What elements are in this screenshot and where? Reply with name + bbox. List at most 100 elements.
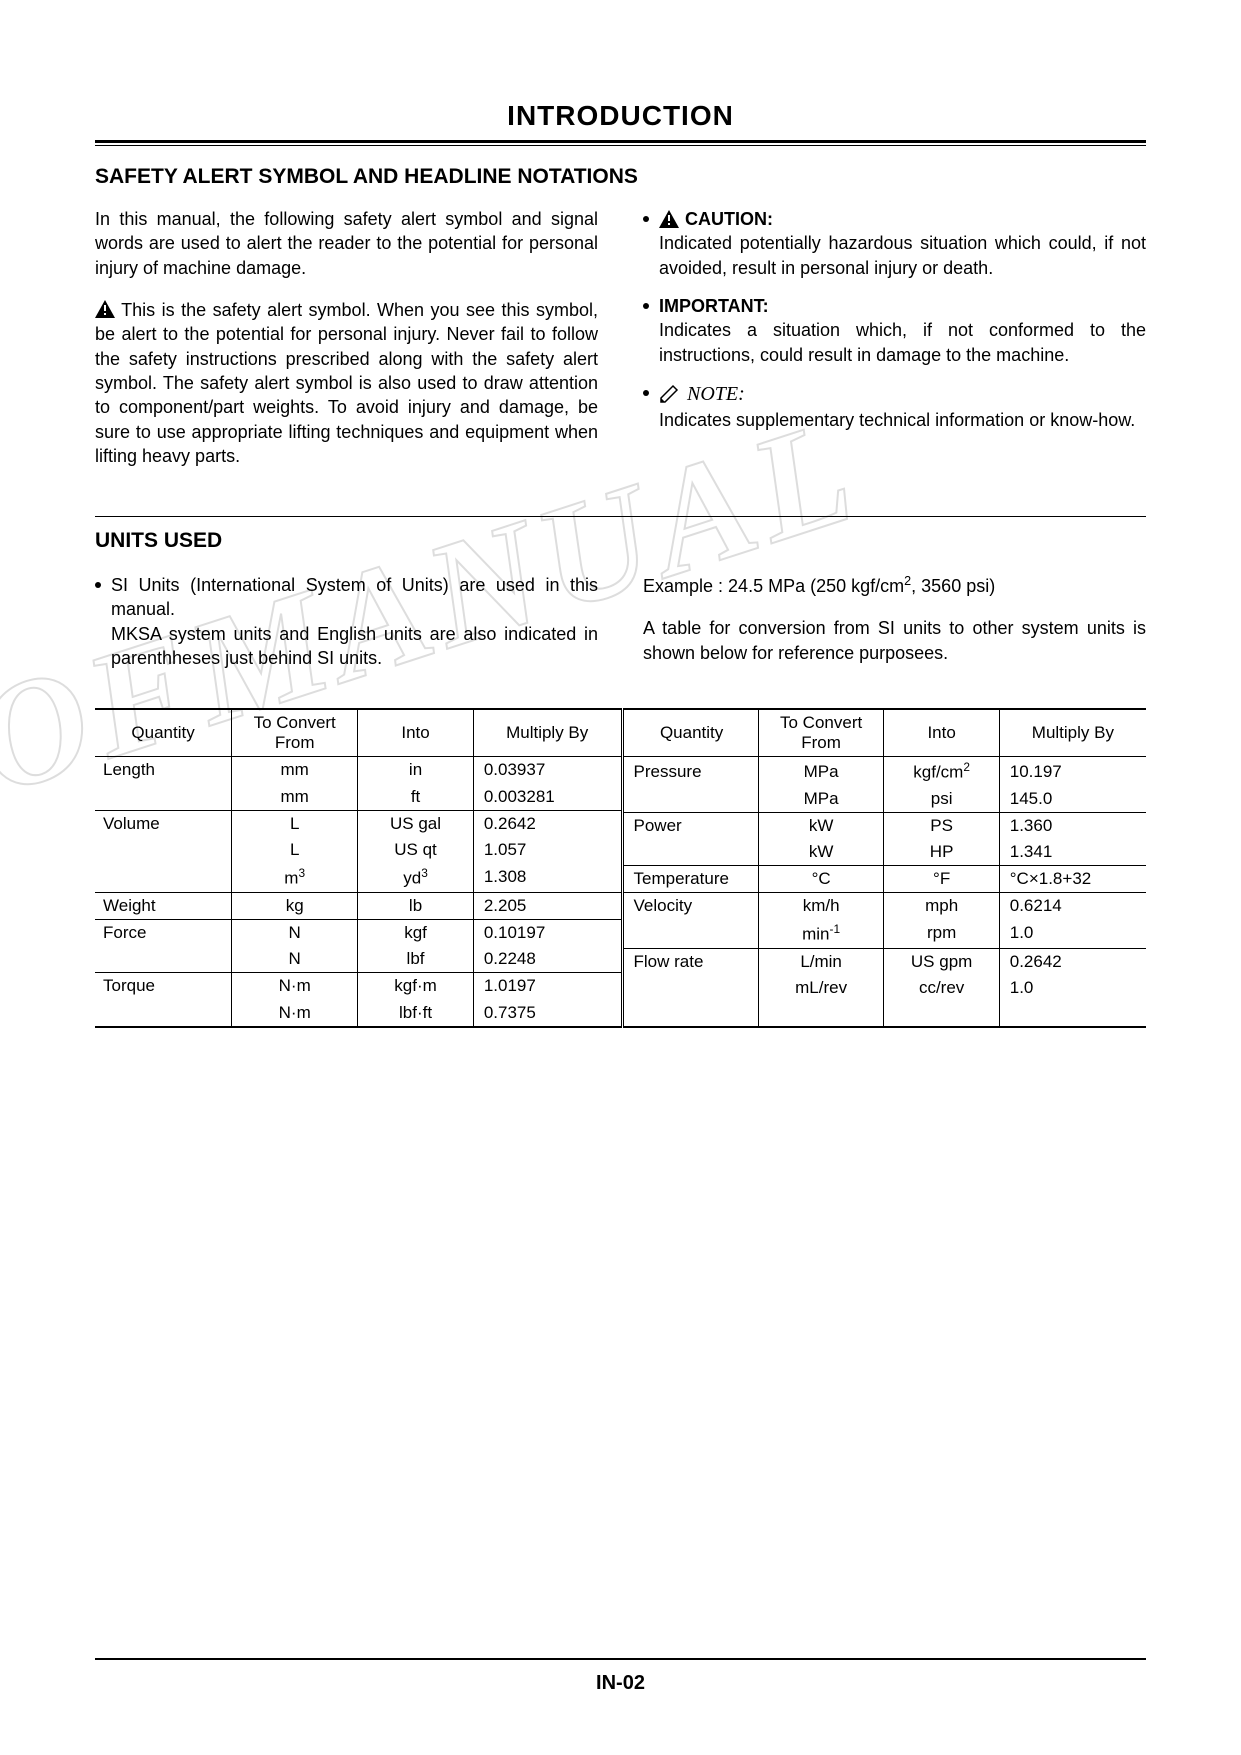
cell-from: N·m xyxy=(232,999,358,1026)
cell-into: in xyxy=(358,757,474,784)
table-row: N·mlbf·ft0.7375 xyxy=(95,999,621,1026)
safety-heading: SAFETY ALERT SYMBOL AND HEADLINE NOTATIO… xyxy=(95,164,1146,189)
conversion-table-wrap: Quantity To Convert From Into Multiply B… xyxy=(95,708,1146,1027)
cell-into: yd3 xyxy=(358,863,474,892)
cell-into: lbf·ft xyxy=(358,999,474,1026)
bullet-icon xyxy=(643,390,649,396)
cell-into: US gpm xyxy=(884,948,999,975)
page-number: IN-02 xyxy=(0,1672,1241,1695)
th-into: Into xyxy=(884,709,999,757)
cell-multiply: 0.6214 xyxy=(999,893,1146,920)
caution-text: Indicated potentially hazardous situatio… xyxy=(659,231,1146,280)
table-row: m3yd31.308 xyxy=(95,863,621,892)
example-value: 24.5 MPa (250 kgf/cm xyxy=(728,576,904,596)
note-label: NOTE: xyxy=(687,381,745,408)
units-heading: UNITS USED xyxy=(95,529,1146,553)
cell-quantity: Length xyxy=(95,757,232,784)
cell-from: kW xyxy=(758,839,884,866)
important-item: IMPORTANT: Indicates a situation which, … xyxy=(643,294,1146,367)
th-quantity: Quantity xyxy=(622,709,758,757)
cell-into xyxy=(884,1001,999,1027)
table-row: Lengthmmin0.03937 xyxy=(95,757,621,784)
table-row: PowerkWPS1.360 xyxy=(622,813,1146,840)
safety-alert-para: This is the safety alert symbol. When yo… xyxy=(95,298,598,468)
bullet-icon xyxy=(643,216,649,222)
table-row xyxy=(622,1001,1146,1027)
example-tail: , 3560 psi) xyxy=(911,576,995,596)
cell-multiply: 0.003281 xyxy=(473,784,620,811)
conversion-table-left: Quantity To Convert From Into Multiply B… xyxy=(95,708,621,1027)
table-row: VolumeLUS gal0.2642 xyxy=(95,810,621,837)
cell-multiply: °C×1.8+32 xyxy=(999,866,1146,893)
cell-multiply: 1.057 xyxy=(473,837,620,863)
cell-multiply: 10.197 xyxy=(999,757,1146,786)
cell-multiply: 145.0 xyxy=(999,786,1146,813)
safety-intro: In this manual, the following safety ale… xyxy=(95,207,598,280)
cell-from: mL/rev xyxy=(758,975,884,1001)
table-row: mL/revcc/rev1.0 xyxy=(622,975,1146,1001)
bullet-icon xyxy=(643,303,649,309)
cell-from: MPa xyxy=(758,786,884,813)
cell-multiply: 0.03937 xyxy=(473,757,620,784)
cell-from: L xyxy=(232,810,358,837)
cell-from: N xyxy=(232,946,358,973)
table-row: mmft0.003281 xyxy=(95,784,621,811)
cell-quantity: Weight xyxy=(95,892,232,919)
cell-into: psi xyxy=(884,786,999,813)
cell-from: °C xyxy=(758,866,884,893)
note-text: Indicates supplementary technical inform… xyxy=(659,408,1146,432)
table-row: Nlbf0.2248 xyxy=(95,946,621,973)
cell-from: mm xyxy=(232,757,358,784)
th-from: To Convert From xyxy=(232,709,358,757)
cell-from: N xyxy=(232,919,358,946)
cell-into: US gal xyxy=(358,810,474,837)
cell-quantity: Torque xyxy=(95,973,232,1000)
th-multiply: Multiply By xyxy=(473,709,620,757)
th-from: To Convert From xyxy=(758,709,884,757)
cell-quantity: Volume xyxy=(95,810,232,837)
cell-multiply: 1.308 xyxy=(473,863,620,892)
table-row: Temperature°C°F°C×1.8+32 xyxy=(622,866,1146,893)
table-row: Weightkglb2.205 xyxy=(95,892,621,919)
cell-multiply: 1.341 xyxy=(999,839,1146,866)
units-bullet1: SI Units (International System of Units)… xyxy=(111,575,598,619)
cell-multiply: 0.2642 xyxy=(999,948,1146,975)
cell-multiply: 1.360 xyxy=(999,813,1146,840)
table-row: Velocitykm/hmph0.6214 xyxy=(622,893,1146,920)
cell-multiply: 0.10197 xyxy=(473,919,620,946)
cell-multiply: 0.2642 xyxy=(473,810,620,837)
important-label: IMPORTANT: xyxy=(659,294,769,318)
cell-quantity: Force xyxy=(95,919,232,946)
cell-from: L xyxy=(232,837,358,863)
cell-from: min-1 xyxy=(758,919,884,948)
cell-quantity: Temperature xyxy=(622,866,758,893)
cell-into: ft xyxy=(358,784,474,811)
cell-multiply: 0.2248 xyxy=(473,946,620,973)
table-row: min-1rpm1.0 xyxy=(622,919,1146,948)
cell-into: US qt xyxy=(358,837,474,863)
cell-quantity xyxy=(95,946,232,973)
th-multiply: Multiply By xyxy=(999,709,1146,757)
cell-from: MPa xyxy=(758,757,884,786)
cell-into: kgf xyxy=(358,919,474,946)
units-bullet: SI Units (International System of Units)… xyxy=(95,573,598,670)
cell-into: PS xyxy=(884,813,999,840)
cell-quantity xyxy=(95,837,232,863)
table-row: PressureMPakgf/cm210.197 xyxy=(622,757,1146,786)
th-quantity: Quantity xyxy=(95,709,232,757)
cell-quantity xyxy=(622,1001,758,1027)
example-label: Example : xyxy=(643,576,728,596)
warning-triangle-icon xyxy=(659,210,679,228)
section-rule xyxy=(95,516,1146,517)
cell-quantity: Velocity xyxy=(622,893,758,920)
cell-quantity xyxy=(95,999,232,1026)
cell-into: rpm xyxy=(884,919,999,948)
table-row: LUS qt1.057 xyxy=(95,837,621,863)
warning-triangle-icon xyxy=(95,300,115,318)
table-row: ForceNkgf0.10197 xyxy=(95,919,621,946)
cell-quantity xyxy=(622,839,758,866)
table-row: MPapsi145.0 xyxy=(622,786,1146,813)
footer-rule xyxy=(95,1658,1146,1660)
units-table-intro: A table for conversion from SI units to … xyxy=(643,616,1146,665)
cell-multiply: 1.0 xyxy=(999,919,1146,948)
